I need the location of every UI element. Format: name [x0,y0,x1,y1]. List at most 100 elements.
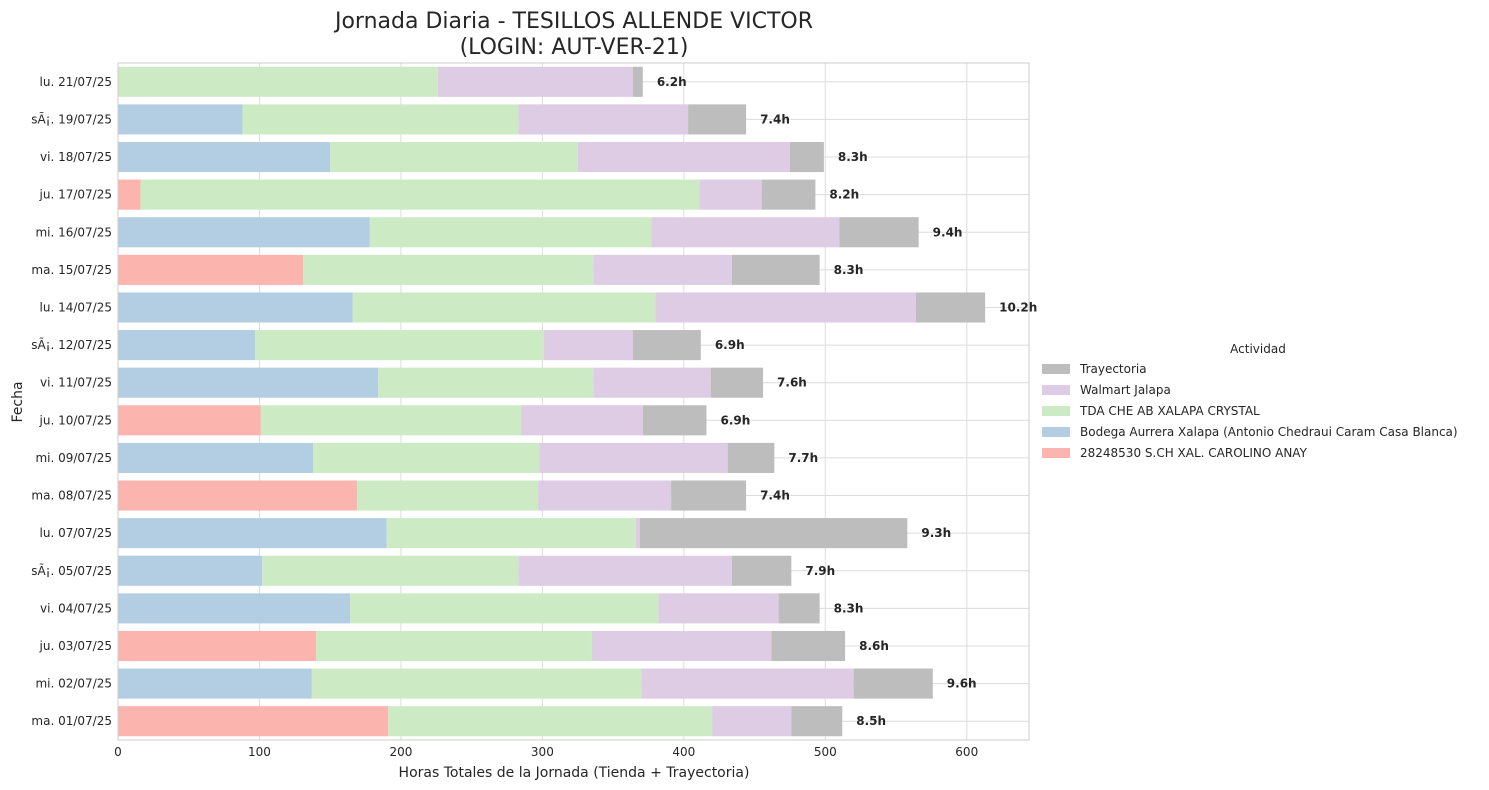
bar-total-label: 9.4h [933,225,963,239]
y-axis-label: Fecha [10,381,26,422]
bar-segment [118,330,256,361]
y-tick-label: ma. 15/07/25 [31,263,112,277]
bar-segment [699,179,762,210]
bar-total-label: 7.4h [760,112,790,126]
x-tick-label: 500 [814,745,837,759]
y-tick-label: mi. 02/07/25 [35,677,112,691]
bar-segment [352,292,656,323]
bar-total-label: 7.4h [760,489,790,503]
axis-ticks: 0 100 200 300 400 500 600 ma. 01/07/25 mi. 02/07… [31,75,978,759]
legend-swatch [1042,406,1070,416]
x-tick-label: 600 [955,745,978,759]
bar-segment [311,668,642,699]
legend: Actividad Trayectoria Walmart Jalapa TDA C… [1042,342,1458,460]
bar-segment [518,104,689,135]
bar-segment [688,104,747,135]
chart-title: Jornada Diaria - TESILLOS ALLENDE VICTOR [333,9,813,34]
bar-segment [388,706,713,737]
x-tick-label: 0 [114,745,122,759]
legend-swatch [1042,448,1070,458]
bar-segment [349,593,659,624]
bar-segment [518,555,732,586]
bar-segment [632,66,643,97]
bar-total-label: 6.9h [715,338,745,352]
bar-segment [791,706,843,737]
bar-total-label: 9.3h [921,526,951,540]
bar-total-label: 6.9h [720,413,750,427]
bar-segment [577,141,790,173]
bar-segment [635,518,640,549]
bar-segment [671,480,747,511]
y-tick-label: ju. 03/07/25 [39,639,112,653]
x-tick-label: 400 [672,745,695,759]
x-tick-label: 300 [531,745,554,759]
bar-total-label: 7.7h [788,451,818,465]
bar-total-label: 8.3h [834,601,864,615]
y-tick-label: vi. 18/07/25 [40,150,112,164]
bar-segment [437,66,633,97]
bar-segment [118,179,141,210]
bar-segment [731,254,820,285]
bar-segment [538,480,672,511]
bar-segment [118,66,438,97]
bar-segment [118,292,353,323]
bar-segment [242,104,519,135]
y-tick-label: ma. 01/07/25 [31,714,112,728]
legend-swatch [1042,427,1070,437]
bar-segment [118,480,358,511]
bar-segment [316,630,592,662]
bar-segment [118,217,370,248]
bar-segment [118,442,314,473]
bar-total-label: 8.2h [829,188,859,202]
y-tick-label: lu. 07/07/25 [40,526,112,540]
bar-segment [658,593,779,624]
bar-total-label: 9.6h [947,677,977,691]
bar-segment [386,518,636,549]
x-tick-label: 100 [248,745,271,759]
bar-segment [632,330,701,361]
bar-total-label: 8.3h [834,263,864,277]
bar-segment [639,518,908,549]
bar-segment [330,141,578,173]
bar-segment [543,330,633,361]
legend-title: Actividad [1230,342,1286,356]
y-tick-label: vi. 11/07/25 [40,376,112,390]
bar-total-labels: 8.5h 9.6h 8.6h 8.3h 7.9h 9.3h 7.4h 7.7h 6.9h 7.6h… [657,75,1037,728]
bar-segment [839,217,919,248]
y-tick-label: vi. 04/07/25 [40,601,112,615]
bar-segment [591,630,772,662]
y-tick-label: lu. 14/07/25 [40,300,112,314]
y-tick-label: sÃ¡. 19/07/25 [31,111,112,126]
bar-total-label: 8.6h [859,639,889,653]
y-tick-label: lu. 21/07/25 [40,75,112,89]
bar-segment [915,292,986,323]
bar-segment [731,555,792,586]
bar-segment [118,405,261,436]
y-tick-label: sÃ¡. 12/07/25 [31,337,112,352]
bar-segment [593,254,732,285]
bar-segment [260,405,522,436]
bar-segment [655,292,916,323]
bar-segment [539,442,728,473]
bar-segment [118,593,350,624]
y-tick-label: ju. 10/07/25 [39,413,112,427]
bar-segment [642,405,707,436]
bar-total-label: 7.6h [777,376,807,390]
y-tick-label: ju. 17/07/25 [39,188,112,202]
bar-segment [761,179,816,210]
bar-total-label: 6.2h [657,75,687,89]
plot-frame [117,62,1030,741]
bar-segment [521,405,643,436]
bar-segment [118,706,389,737]
bar-segment [118,367,379,398]
bar-segment [118,254,304,285]
bar-segment [641,668,854,699]
bar-segment [313,442,540,473]
bar-segment [789,141,824,173]
bar-segment [378,367,594,398]
bar-segment [369,217,652,248]
x-axis-label: Horas Totales de la Jornada (Tienda + Tr… [399,765,750,781]
legend-entry: Trayectoria [1079,362,1147,376]
bar-segment [712,706,792,737]
